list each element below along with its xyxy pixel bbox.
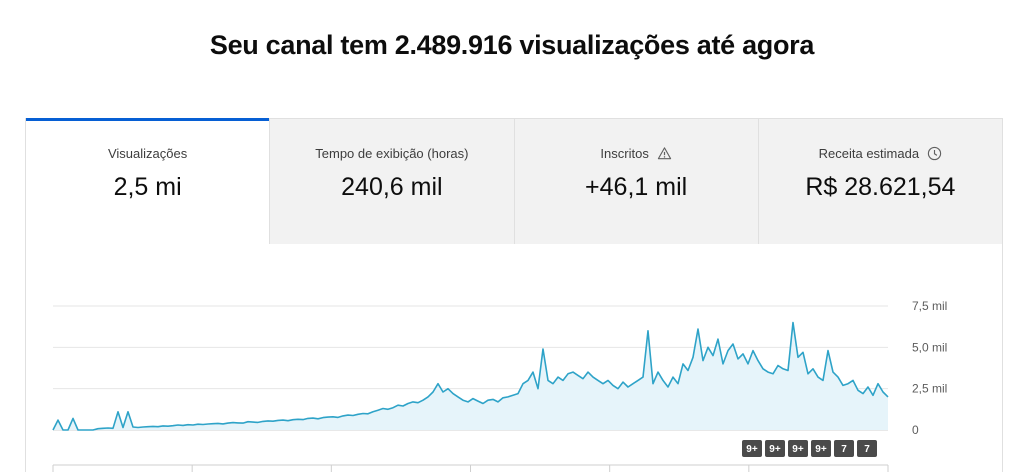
- y-tick-label: 2,5 mil: [912, 382, 947, 396]
- event-marker-label: 9+: [815, 444, 827, 455]
- tab-label: Receita estimada: [819, 146, 942, 161]
- event-marker-box: [834, 440, 854, 457]
- event-marker[interactable]: 9+: [788, 440, 808, 457]
- event-marker-box: [788, 440, 808, 457]
- views-chart: 0 2,5 mil 5,0 mil 7,5 mil 9+ 9+ 9+ 9+ 7 7: [26, 245, 1002, 472]
- event-marker-box: [857, 440, 877, 457]
- tab-value: R$ 28.621,54: [805, 173, 956, 201]
- tab-value: 2,5 mi: [113, 173, 182, 201]
- event-marker-label: 7: [841, 444, 847, 455]
- event-marker[interactable]: 7: [834, 440, 854, 457]
- tab-label-text: Visualizações: [107, 146, 188, 161]
- tab-revenue[interactable]: Receita estimada R$ 28.621,54: [757, 119, 1002, 244]
- page-title: Seu canal tem 2.489.916 visualizações at…: [209, 30, 815, 60]
- tab-label: Inscritos: [600, 146, 671, 161]
- tab-subscribers[interactable]: Inscritos +46,1 mil: [513, 119, 758, 244]
- tab-value: 240,6 mil: [341, 173, 443, 201]
- event-marker-label: 9+: [769, 444, 781, 455]
- tab-value: +46,1 mil: [585, 173, 688, 201]
- y-tick-label: 0: [912, 423, 919, 437]
- y-tick-label: 7,5 mil: [912, 299, 947, 313]
- event-marker-box: [765, 440, 785, 457]
- tab-watch-time[interactable]: Tempo de exibição (horas) 240,6 mil: [269, 119, 514, 244]
- metric-tabs: Visualizações 2,5 mi Tempo de exibição (…: [26, 118, 1002, 244]
- tab-label-text: Inscritos: [600, 146, 649, 161]
- series-area: [53, 322, 888, 430]
- chart-svg: 0 2,5 mil 5,0 mil 7,5 mil 9+ 9+ 9+ 9+ 7 7: [52, 299, 947, 472]
- warning-icon: [657, 146, 672, 161]
- y-tick-label: 5,0 mil: [912, 340, 947, 354]
- event-marker-box: [742, 440, 762, 457]
- event-marker[interactable]: 9+: [742, 440, 762, 457]
- event-marker[interactable]: 9+: [811, 440, 831, 457]
- event-marker-label: 7: [864, 444, 870, 455]
- tab-label-text: Tempo de exibição (horas): [315, 146, 469, 161]
- series-line: [52, 321, 889, 431]
- event-marker-label: 9+: [746, 444, 758, 455]
- tab-label-text: Receita estimada: [818, 146, 920, 161]
- event-marker[interactable]: 9+: [765, 440, 785, 457]
- event-marker-box: [811, 440, 831, 457]
- tab-views[interactable]: Visualizações 2,5 mi: [26, 118, 270, 244]
- tab-label: Tempo de exibição (horas): [315, 146, 468, 161]
- analytics-card: Visualizações 2,5 mi Tempo de exibição (…: [25, 118, 1003, 472]
- tab-label: Visualizações: [108, 146, 187, 161]
- event-marker-label: 9+: [792, 444, 804, 455]
- event-marker[interactable]: 7: [857, 440, 877, 457]
- clock-icon: [927, 146, 942, 161]
